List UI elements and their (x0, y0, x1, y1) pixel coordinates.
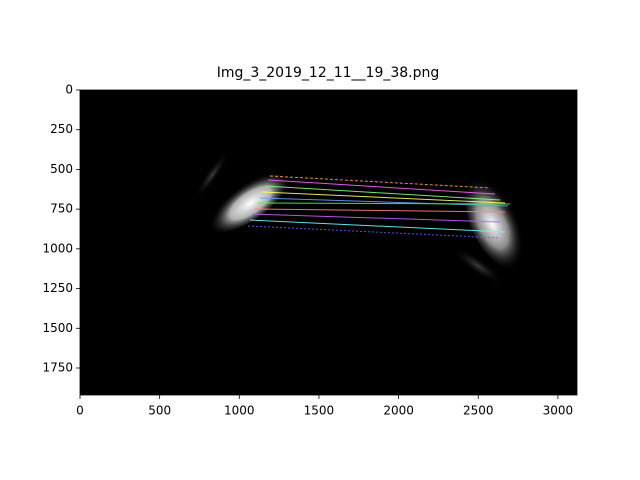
x-tick-label: 2500 (463, 404, 494, 418)
y-tick-label: 500 (50, 162, 73, 176)
x-tick-label: 1500 (304, 404, 335, 418)
streaks (247, 175, 511, 239)
y-tick-label: 0 (65, 83, 73, 97)
x-tick-label: 2000 (383, 404, 414, 418)
y-tick-label: 1500 (42, 321, 73, 335)
x-tick-label: 500 (148, 404, 171, 418)
chart-title: Img_3_2019_12_11__19_38.png (217, 65, 440, 81)
faint-reflection (194, 150, 230, 200)
faint-reflection (451, 246, 505, 286)
y-tick-label: 1000 (42, 241, 73, 255)
x-tick-label: 3000 (543, 404, 574, 418)
y-tick-label: 1250 (42, 281, 73, 295)
y-tick-label: 1750 (42, 360, 73, 374)
image (80, 90, 577, 395)
y-tick-label: 250 (50, 122, 73, 136)
y-tick-label: 750 (50, 202, 73, 216)
x-tick-label: 1000 (224, 404, 255, 418)
plot-frame (79, 89, 578, 396)
x-tick-label: 0 (76, 404, 84, 418)
glow-left (207, 167, 289, 233)
